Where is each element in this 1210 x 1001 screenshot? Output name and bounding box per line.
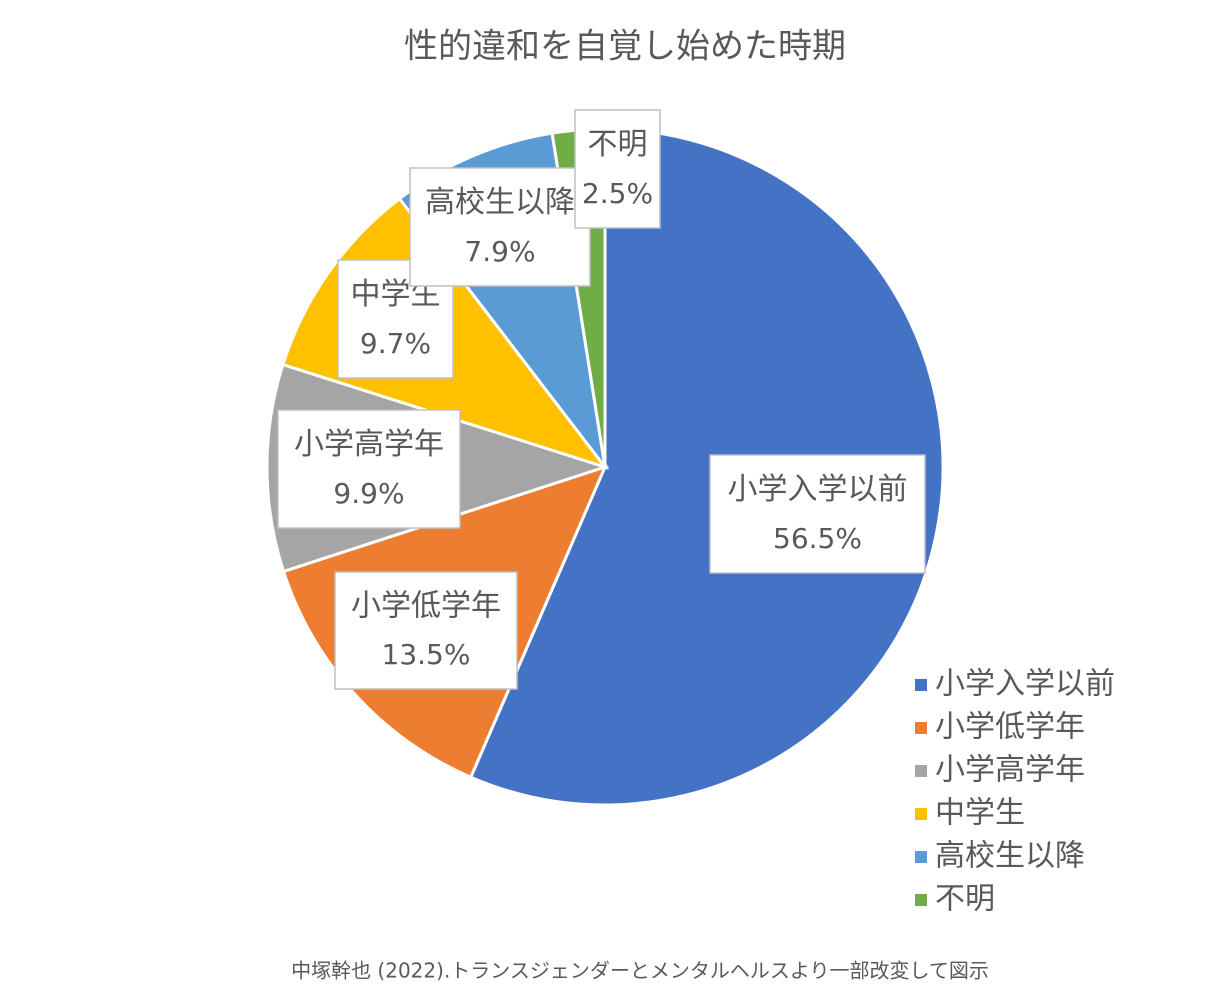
legend-label: 小学低学年 [935,710,1085,745]
chart-title: 性的違和を自覚し始めた時期 [404,27,846,67]
legend-swatch [915,894,927,906]
data-label-value: 2.5% [582,177,653,210]
legend-swatch [915,808,927,820]
data-label-value: 56.5% [773,522,862,555]
callout-box [277,409,461,529]
data-label-value: 13.5% [382,638,471,671]
legend-label: 小学高学年 [935,753,1085,788]
data-label-category: 不明 [588,127,648,162]
data-label-value: 9.9% [333,477,404,510]
data-label-category: 小学高学年 [294,427,444,462]
data-label-category: 小学入学以前 [728,472,908,507]
pie-slice [468,127,945,807]
legend-label: 中学生 [935,796,1025,831]
callout-box [334,571,518,690]
legend-swatch [915,679,927,691]
legend-swatch [915,851,927,863]
data-label-value: 7.9% [464,235,535,268]
legend-swatch [915,722,927,734]
callout-box [709,454,926,574]
data-label-category: 小学低学年 [351,589,501,624]
legend-label: 不明 [935,882,995,917]
source-note: 中塚幹也 (2022).トランスジェンダーとメンタルヘルスより一部改変して図示 [291,959,989,983]
legend-label: 高校生以降 [935,839,1085,874]
legend-label: 小学入学以前 [935,667,1115,702]
legend-swatch [915,765,927,777]
callout-box [574,109,661,229]
data-label-category: 高校生以降 [425,185,575,220]
data-label-value: 9.7% [360,327,431,360]
callout-box [409,167,591,287]
